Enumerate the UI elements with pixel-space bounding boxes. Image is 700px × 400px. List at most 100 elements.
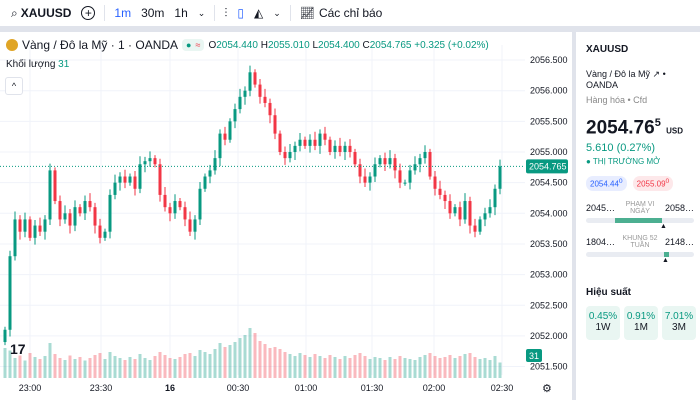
price-chart[interactable]: 2056.500 2056.000 2055.500 2055.000 2054.500… bbox=[0, 32, 572, 400]
candle-body bbox=[78, 207, 82, 214]
symbol-details-panel: XAUUSD Vàng / Đô la Mỹ ↗ • OANDA Hàng hó… bbox=[572, 32, 700, 400]
volume-bar bbox=[288, 354, 292, 378]
volume-bar bbox=[203, 352, 207, 378]
candle-chart-type-icon[interactable]: ▯ bbox=[237, 6, 244, 20]
interval-dropdown-chevron-down-icon[interactable]: ⌄ bbox=[197, 7, 206, 18]
candle-body bbox=[388, 158, 392, 165]
volume-bar bbox=[403, 358, 407, 378]
volume-bar bbox=[108, 352, 112, 378]
volume-bar bbox=[393, 359, 397, 378]
candle-body bbox=[393, 158, 397, 171]
volume-bar bbox=[198, 350, 202, 378]
candle-body bbox=[163, 194, 167, 208]
volume-bar bbox=[398, 356, 402, 378]
interval-30m[interactable]: 30m bbox=[141, 6, 165, 20]
performance-title: Hiệu suất bbox=[586, 286, 632, 298]
candle-body bbox=[218, 133, 222, 159]
perf-3m[interactable]: 7.01% 3M bbox=[662, 305, 696, 340]
volume-bar bbox=[493, 356, 497, 378]
perf-1w[interactable]: 0.45% 1W bbox=[586, 305, 620, 340]
perf-1m[interactable]: 0.91% 1M bbox=[624, 305, 658, 340]
candle-body bbox=[418, 158, 422, 165]
indicators-button[interactable]: 📈︎ Các chỉ báo bbox=[299, 6, 383, 20]
external-link-icon[interactable]: ↗ bbox=[652, 69, 661, 79]
candle-body bbox=[13, 219, 17, 257]
candle-body bbox=[223, 133, 227, 140]
volume-bar bbox=[23, 360, 27, 378]
candle-body bbox=[293, 145, 297, 152]
candle-body bbox=[168, 207, 172, 214]
symbol-title[interactable]: Vàng / Đô la Mỹ · 1 · OANDA bbox=[22, 38, 179, 52]
volume-bar bbox=[208, 354, 212, 378]
candle-body bbox=[498, 166, 502, 189]
candle-body bbox=[133, 176, 137, 189]
volume-bar bbox=[413, 360, 417, 378]
candle-body bbox=[48, 170, 52, 220]
price-tick-label: 2051.500 bbox=[530, 362, 568, 372]
area-chart-type-icon[interactable]: ◭ bbox=[253, 6, 264, 20]
volume-bar bbox=[58, 358, 62, 378]
volume-bar bbox=[333, 357, 337, 378]
candle-body bbox=[428, 152, 432, 177]
time-tick-label: 23:30 bbox=[90, 383, 113, 393]
volume-bar bbox=[213, 349, 217, 378]
volume-bar bbox=[383, 360, 387, 378]
candle-body bbox=[188, 219, 192, 232]
candle-body bbox=[258, 84, 262, 97]
candle-body bbox=[448, 201, 452, 214]
candle-body bbox=[268, 102, 272, 116]
volume-bar bbox=[428, 353, 432, 378]
week52-range-bar: ▲ bbox=[586, 251, 694, 264]
bar-chart-type-icon[interactable]: ⫶ bbox=[224, 5, 228, 20]
candle-body bbox=[3, 329, 7, 343]
volume-bar bbox=[418, 357, 422, 378]
candle-body bbox=[173, 201, 177, 214]
candle-body bbox=[53, 170, 57, 202]
side-category: Hàng hóa • Cfd bbox=[586, 95, 648, 105]
side-symbol[interactable]: XAUUSD bbox=[586, 44, 629, 55]
divider bbox=[289, 5, 291, 21]
last-price-badge bbox=[526, 159, 568, 174]
volume-bar bbox=[303, 355, 307, 378]
symbol-search-button[interactable]: ⌕ XAUUSD bbox=[11, 5, 72, 21]
price-tick-label: 2054.500 bbox=[530, 178, 568, 188]
settings-gear-icon[interactable]: ⚙ bbox=[542, 383, 552, 395]
volume-bar bbox=[358, 353, 362, 378]
volume-bar bbox=[223, 347, 227, 378]
interval-1m[interactable]: 1m bbox=[114, 6, 132, 20]
collapse-legend-button[interactable]: ^ bbox=[5, 77, 23, 95]
volume-bar bbox=[323, 358, 327, 378]
divider bbox=[214, 5, 216, 21]
candle-body bbox=[468, 201, 472, 226]
volume-bar bbox=[183, 354, 187, 378]
volume-bar bbox=[138, 354, 142, 378]
candle-body bbox=[228, 121, 232, 140]
volume-bar bbox=[443, 357, 447, 378]
volume-bar bbox=[63, 360, 67, 378]
candle-body bbox=[58, 201, 62, 220]
volume-legend: Khối lượng 31 bbox=[6, 59, 70, 70]
volume-bar bbox=[128, 357, 132, 378]
volume-bar bbox=[448, 355, 452, 378]
time-tick-label: 00:30 bbox=[227, 383, 250, 393]
time-tick-label: 16 bbox=[165, 383, 175, 393]
tradingview-logo: 17 bbox=[10, 341, 26, 357]
price-tick-label: 2052.500 bbox=[530, 300, 568, 310]
candle-body bbox=[143, 161, 147, 165]
compare-button[interactable]: + bbox=[76, 0, 100, 26]
volume-bar bbox=[33, 357, 37, 378]
volume-bar bbox=[243, 335, 247, 378]
candle-body bbox=[23, 219, 27, 232]
volume-bar bbox=[258, 341, 262, 378]
ohlc-values: O2054.440 H2055.010 L2054.400 C2054.765 … bbox=[208, 39, 489, 51]
candle-body bbox=[108, 194, 112, 232]
interval-1h[interactable]: 1h bbox=[174, 6, 188, 20]
volume-bar bbox=[68, 355, 72, 378]
chart-type-chevron-down-icon[interactable]: ⌄ bbox=[273, 7, 281, 18]
day-range: 2045… PHẠM VI NGÀY 2058… bbox=[586, 200, 694, 215]
market-status-pill[interactable]: ● ≈ bbox=[182, 39, 205, 51]
candle-body bbox=[463, 201, 467, 220]
volume-bar bbox=[8, 350, 12, 378]
price-tick-label: 2054.000 bbox=[530, 208, 568, 218]
volume-bar bbox=[328, 355, 332, 378]
